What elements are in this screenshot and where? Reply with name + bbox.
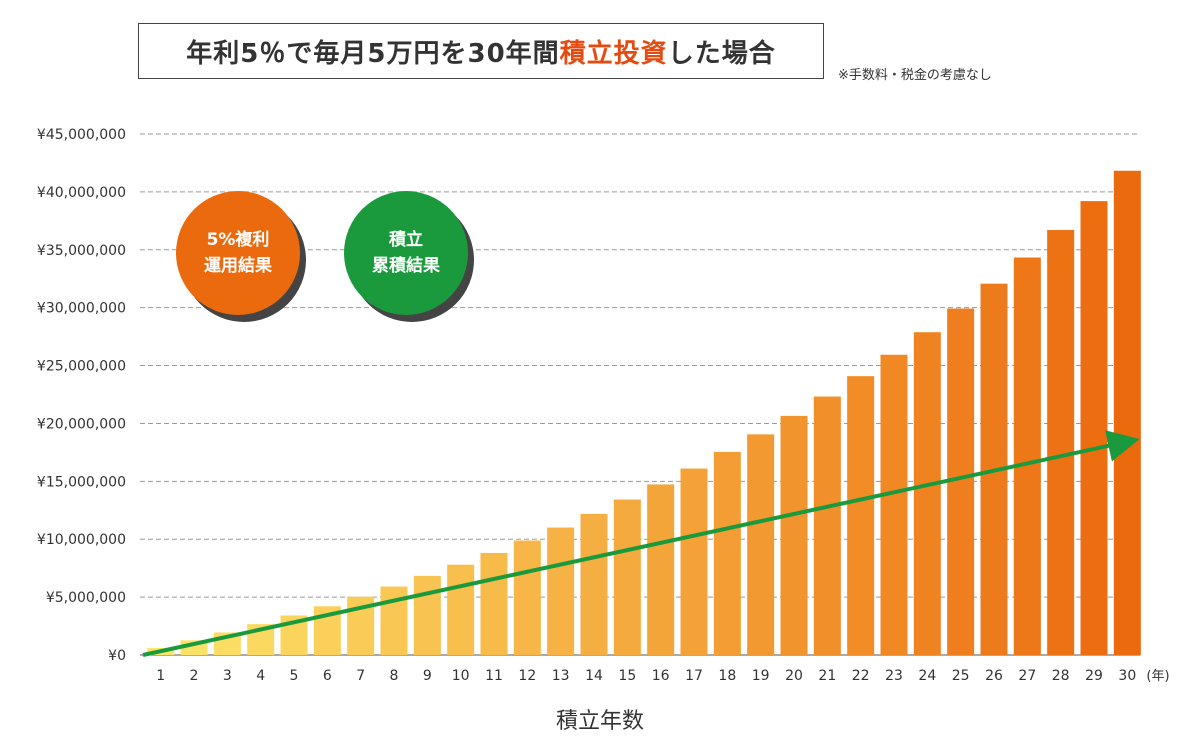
bar [647,484,675,655]
x-tick-label: 4 [256,668,265,684]
x-tick-label: 11 [485,668,503,684]
bar [813,396,841,655]
x-tick-label: 20 [785,668,803,684]
x-tick-label: 15 [618,668,636,684]
bar [1080,201,1108,656]
bar [613,499,641,655]
bar [413,575,441,655]
x-tick-label: 7 [356,668,365,684]
y-tick-label: ¥45,000,000 [37,127,126,143]
x-tick-label: 13 [552,668,570,684]
x-tick-label: 18 [718,668,736,684]
bar [447,564,475,655]
principal-arrow [142,430,1140,657]
bar [713,451,741,655]
x-tick-label: 22 [852,668,870,684]
bar [513,540,541,655]
y-tick-label: ¥25,000,000 [37,359,126,375]
disclaimer-note: ※手数料・税金の考慮なし [838,68,992,83]
bar [847,376,875,655]
title-part1: 年利5％で毎月5万円を30年間 [186,38,560,69]
x-tick-label: 25 [952,668,970,684]
y-tick-label: ¥20,000,000 [37,416,126,432]
principal-badge-line1: 積立 [389,230,423,250]
x-tick-label: 17 [685,668,703,684]
bar [747,434,775,655]
bar [1113,170,1141,655]
x-tick-label: 14 [585,668,603,684]
x-tick-label: 10 [452,668,470,684]
title-accent: 積立投資 [559,38,668,69]
y-tick-label: ¥15,000,000 [37,474,126,490]
x-axis-label: 積立年数 [555,709,644,734]
x-tick-label: 30 [1118,668,1136,684]
x-axis-ticks: 1 2 3 4 5 6 7 8 9 10 11 12 13 14 15 16 17 18 19 20 21 22 23 24 2… [156,668,1169,684]
bar [880,354,908,655]
y-tick-label: ¥35,000,000 [37,243,126,259]
principal-trend-arrow [142,430,1140,657]
x-tick-label: 28 [1052,668,1070,684]
x-tick-label: 26 [985,668,1003,684]
x-tick-label: 1 [156,668,165,684]
x-tick-label: 23 [885,668,903,684]
y-tick-label: ¥10,000,000 [37,532,126,548]
y-tick-label: ¥40,000,000 [37,185,126,201]
y-tick-label: ¥30,000,000 [37,301,126,317]
x-tick-label: 29 [1085,668,1103,684]
title-part2: した場合 [667,38,776,69]
chart-title: 年利5％で毎月5万円を30年間 積立投資 した場合 [138,23,824,79]
x-tick-label: 6 [323,668,332,684]
y-tick-label: ¥0 [108,648,126,664]
x-tick-label: 8 [390,668,399,684]
x-tick-label: 24 [918,668,936,684]
bar [580,513,608,655]
x-tick-label: 27 [1018,668,1036,684]
bars [147,170,1141,656]
bar [1047,230,1075,656]
x-tick-label: 2 [190,668,199,684]
y-axis-ticks: ¥0 ¥5,000,000 ¥10,000,000 ¥15,000,000 ¥20,00… [37,127,126,664]
principal-badge-line2: 累積結果 [372,256,440,276]
x-unit-label: (年) [1146,669,1169,684]
x-tick-label: 12 [518,668,536,684]
x-tick-label: 19 [752,668,770,684]
bar [913,332,941,655]
x-tick-label: 5 [290,668,299,684]
bar [547,527,575,655]
x-tick-label: 21 [818,668,836,684]
y-tick-label: ¥5,000,000 [46,590,126,606]
principal-result-badge: 積立 累積結果 [344,191,468,315]
x-tick-label: 16 [652,668,670,684]
compound-result-badge: 5%複利 運用結果 [176,191,300,315]
bar [1013,257,1041,655]
x-tick-label: 9 [423,668,432,684]
compound-badge-line2: 運用結果 [204,256,272,276]
bar [680,468,708,655]
bar [780,415,808,655]
bar [480,552,508,655]
compound-badge-line1: 5%複利 [206,230,270,250]
x-tick-label: 3 [223,668,232,684]
